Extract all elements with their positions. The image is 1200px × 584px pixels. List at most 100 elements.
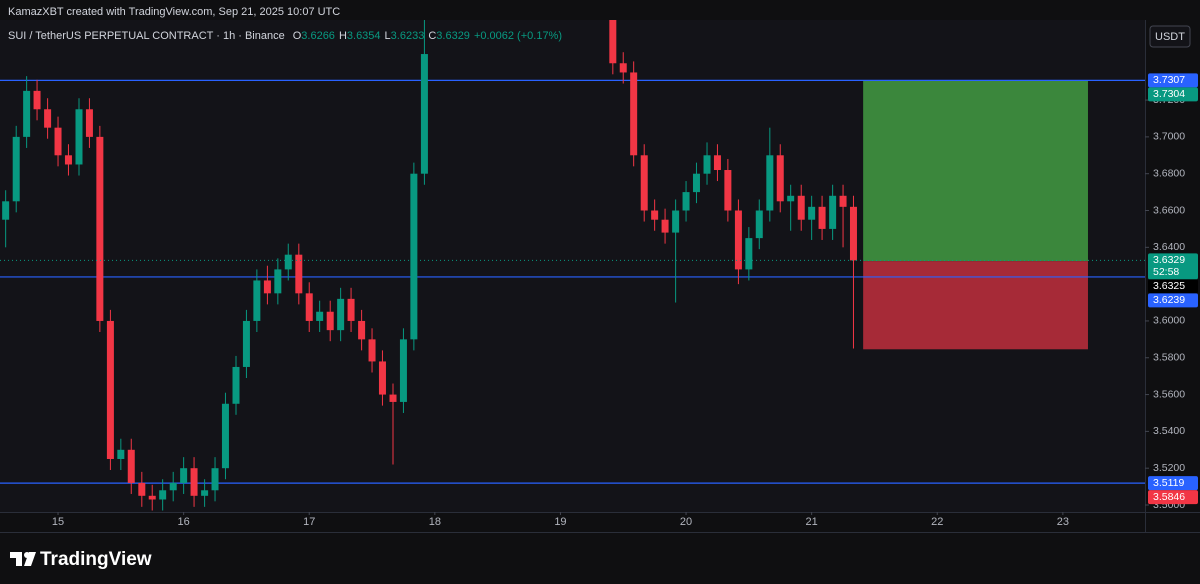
y-tick-label: 3.6000 [1153,315,1185,327]
candle-body [242,320,250,367]
price-label-box [1148,293,1198,308]
candle-body [410,173,418,340]
candle-body [96,136,104,321]
candle-body [253,280,261,321]
position-target [863,80,1088,262]
y-tick-label: 3.5200 [1153,462,1185,474]
price-label: 3.5846 [1153,491,1185,503]
legend-value: 3.6354 [347,30,381,42]
legend-value: 3.6329 [436,30,470,42]
candle-body [713,155,721,171]
candle-body [211,468,219,491]
candle-body [263,280,271,294]
candle-body [159,490,167,500]
x-tick-label: 20 [680,516,692,528]
candle-body [745,238,753,270]
price-label: 3.6325 [1153,280,1185,292]
price-label: 3.6329 [1153,254,1185,266]
y-tick-label: 3.6400 [1153,241,1185,253]
candle-body [117,449,125,459]
candle-body [829,195,837,229]
candle-body [389,394,397,402]
candle-body [2,201,10,220]
legend-key: C [428,30,436,42]
candle-body [672,210,680,233]
candle-body [399,339,407,402]
position-stop [863,261,1088,350]
x-tick-label: 19 [554,516,566,528]
price-label-box [1148,490,1198,505]
price-label-box [1148,253,1198,280]
candle-body [724,170,732,211]
candle-body [106,320,114,459]
x-tick-label: 23 [1057,516,1069,528]
price-label-box [1148,87,1198,102]
candle-body [201,490,209,496]
price-label-box [1148,279,1198,294]
candle-body [797,195,805,220]
candle-body [190,468,198,496]
candle-body [127,449,135,483]
x-tick-label: 17 [303,516,315,528]
candle-body [630,72,638,156]
candle-body [619,63,627,73]
candle-body [295,254,303,294]
price-label: 3.6239 [1153,294,1185,306]
candle-body [284,254,292,270]
candle-body [337,298,345,331]
candle-body [54,127,62,156]
price-label: 3.5119 [1153,477,1184,489]
legend-key: O [293,30,302,42]
x-tick-label: 18 [429,516,441,528]
price-label-box [1148,476,1198,491]
y-tick-label: 3.6800 [1153,167,1185,179]
y-tick-label: 3.5400 [1153,425,1185,437]
candle-body [682,192,690,211]
x-tick-label: 22 [931,516,943,528]
x-tick-label: 15 [52,516,64,528]
candle-body [23,90,31,137]
candle-body [420,54,428,174]
price-label-box [1148,73,1198,88]
unit: USDT [1155,31,1185,43]
candle-body [221,403,229,469]
brand: TradingView [40,549,152,570]
candle-body [169,482,177,491]
candle-body [148,495,156,500]
candle-body [787,195,795,202]
candle-body [274,269,282,294]
candle-body [232,366,240,404]
y-tick-label: 3.6600 [1153,204,1185,216]
candle-body [316,311,324,321]
candle-body [326,311,334,331]
candle-body [347,298,355,321]
candle-body [776,155,784,202]
candle-body [64,155,72,165]
price-label: 3.7304 [1153,88,1185,100]
candle-body [651,210,659,220]
candle-body [755,210,763,239]
candle-body [818,206,826,229]
candle-body [368,339,376,362]
y-tick-label: 3.5800 [1153,352,1185,364]
legend-key: L [385,30,391,42]
candle-body [85,109,93,137]
candle-body [734,210,742,270]
candle-body [180,468,188,483]
x-tick-label: 16 [178,516,190,528]
candle-body [44,109,52,128]
candle-body [661,219,669,233]
candle-body [849,206,857,261]
candle-body [75,109,83,165]
candle-body [138,482,146,496]
candle-body [358,320,366,340]
header: KamazXBT created with TradingView.com, S… [8,6,340,18]
unit-box[interactable] [1149,25,1191,48]
x-tick-label: 21 [806,516,818,528]
logo-icon [24,552,30,558]
candle-body [692,173,700,193]
price-label: 3.7307 [1153,74,1185,86]
y-tick-label: 3.7000 [1153,131,1185,143]
